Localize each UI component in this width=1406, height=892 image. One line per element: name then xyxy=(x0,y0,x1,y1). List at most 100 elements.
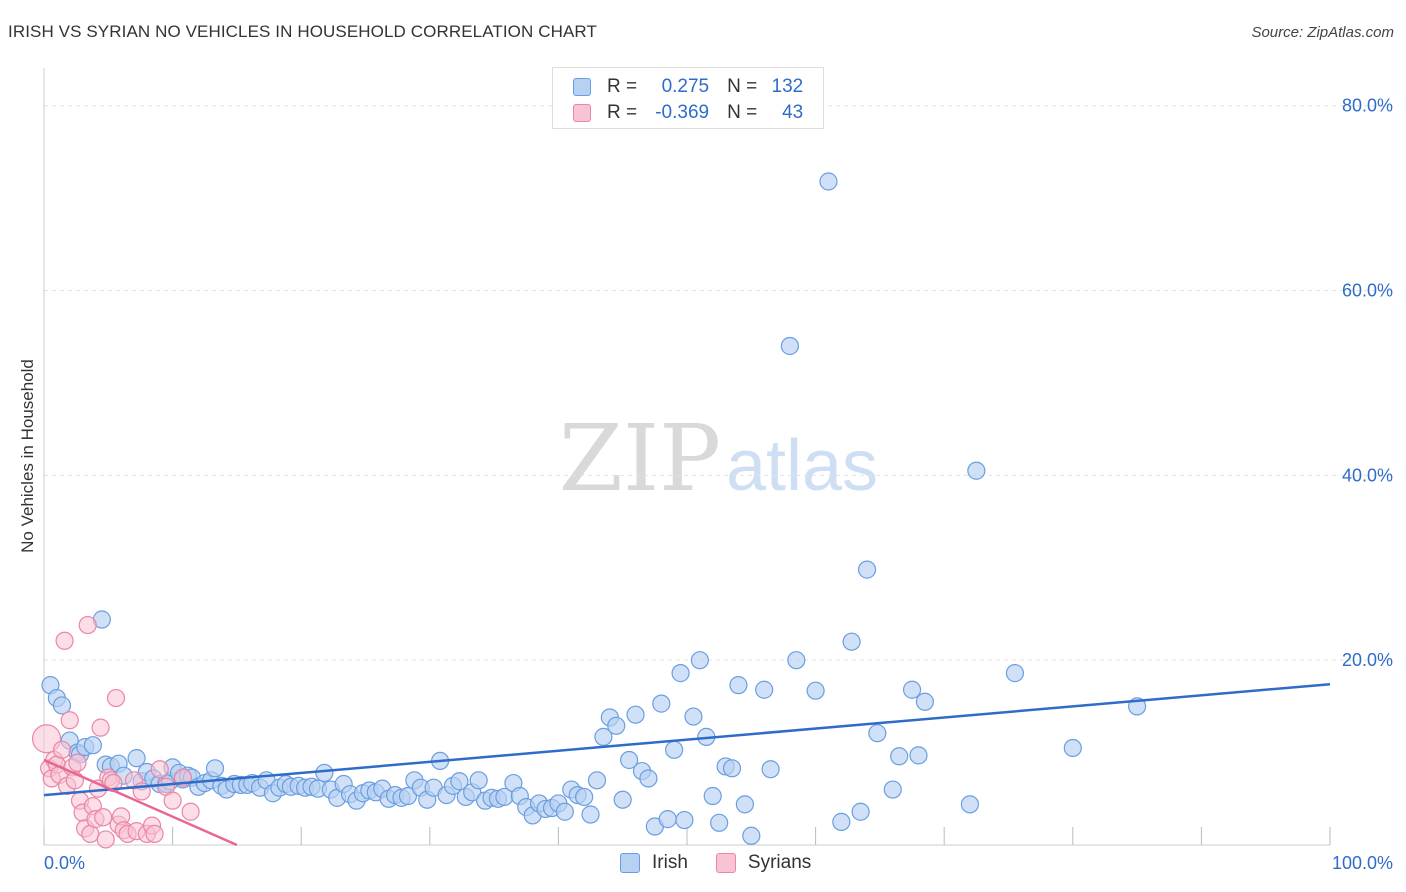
irish-point xyxy=(658,810,677,829)
irish-point xyxy=(555,802,574,821)
syrian-point xyxy=(31,724,62,754)
irish-point xyxy=(607,716,626,735)
irish-point xyxy=(729,676,748,695)
syrian-trend-line xyxy=(43,758,238,847)
irish-point xyxy=(469,771,488,790)
irish-point xyxy=(665,740,684,759)
irish-point xyxy=(832,812,851,831)
irish-legend-swatch xyxy=(620,853,640,873)
irish-point xyxy=(703,786,722,806)
series-legend: Irish Syrians xyxy=(620,852,839,874)
syrian-point xyxy=(68,753,87,772)
irish-point xyxy=(868,724,887,743)
stats-legend: R = 0.275 N = 132 R = -0.369 N = 43 xyxy=(552,67,824,129)
syrian-swatch xyxy=(573,104,591,122)
chart-title: IRISH VS SYRIAN NO VEHICLES IN HOUSEHOLD… xyxy=(8,22,597,41)
syrian-legend-swatch xyxy=(715,853,736,873)
irish-point xyxy=(52,696,72,715)
irish-r-label: R = xyxy=(607,76,638,97)
irish-point xyxy=(594,727,613,746)
irish-point xyxy=(857,560,877,579)
syrian-legend-label: Syrians xyxy=(747,852,812,873)
y-tick-label: 40.0% xyxy=(1342,465,1393,485)
y-tick-label: 80.0% xyxy=(1342,96,1393,116)
irish-point xyxy=(806,681,825,700)
irish-point xyxy=(780,336,799,356)
legend-row-syrians: R = -0.369 N = 43 xyxy=(573,102,803,124)
legend-item-syrians[interactable]: Syrians xyxy=(715,852,812,874)
y-tick-label: 60.0% xyxy=(1342,281,1393,301)
syrian-r-value: -0.369 xyxy=(655,102,710,123)
irish-n-value: 132 xyxy=(771,76,804,97)
irish-swatch xyxy=(573,78,591,96)
irish-points xyxy=(41,172,1147,845)
irish-point xyxy=(967,461,986,480)
irish-point xyxy=(83,736,102,755)
irish-point xyxy=(690,651,709,670)
irish-point xyxy=(675,810,694,830)
irish-legend-label: Irish xyxy=(652,852,688,873)
irish-point xyxy=(909,746,928,765)
irish-point xyxy=(761,760,780,779)
irish-point xyxy=(883,780,902,799)
syrian-points xyxy=(31,615,200,849)
irish-point xyxy=(1005,664,1025,683)
syrian-point xyxy=(94,808,113,827)
x-tick-label: 100.0% xyxy=(1332,853,1393,873)
irish-r-value: 0.275 xyxy=(661,76,710,97)
irish-point xyxy=(626,705,645,724)
irish-point xyxy=(587,771,607,790)
syrian-point xyxy=(78,615,97,635)
syrian-r-label: R = xyxy=(607,102,638,123)
irish-n-label: N = xyxy=(727,76,758,97)
irish-point xyxy=(575,787,594,807)
source-label: Source: ZipAtlas.com xyxy=(1251,24,1394,41)
irish-point xyxy=(620,750,639,770)
irish-point xyxy=(735,795,754,814)
irish-point xyxy=(851,802,870,821)
irish-point xyxy=(902,680,922,699)
irish-point xyxy=(639,769,658,788)
irish-point xyxy=(671,664,690,683)
syrian-point xyxy=(96,830,115,849)
irish-point xyxy=(315,763,334,783)
syrian-point xyxy=(145,824,164,844)
syrian-point xyxy=(91,718,110,737)
trend-lines xyxy=(43,682,1331,847)
irish-point xyxy=(915,692,935,711)
syrian-point xyxy=(106,688,126,708)
syrian-point xyxy=(52,740,72,759)
irish-point xyxy=(205,759,225,778)
legend-item-irish[interactable]: Irish xyxy=(620,852,688,874)
watermark-atlas: atlas xyxy=(726,426,878,506)
irish-point xyxy=(652,694,671,713)
syrian-n-value: 43 xyxy=(782,102,804,123)
x-tick-label: 0.0% xyxy=(44,853,85,873)
syrian-point xyxy=(55,631,74,650)
irish-point xyxy=(1063,738,1082,758)
irish-point xyxy=(398,786,418,806)
irish-point xyxy=(890,747,909,766)
irish-point xyxy=(684,707,703,726)
irish-point xyxy=(742,826,761,845)
watermark-zip: ZIP xyxy=(559,405,721,512)
irish-point xyxy=(755,680,774,699)
syrian-point xyxy=(60,711,79,730)
irish-point xyxy=(127,749,146,768)
irish-point xyxy=(842,632,861,651)
syrian-point xyxy=(163,791,182,810)
y-tick-label: 20.0% xyxy=(1342,650,1393,670)
syrian-n-label: N = xyxy=(727,102,758,123)
irish-point xyxy=(581,805,600,824)
irish-point xyxy=(613,790,632,809)
irish-point xyxy=(710,813,729,832)
grid-lines xyxy=(44,105,1392,661)
syrian-point xyxy=(181,802,200,821)
axes xyxy=(43,68,1331,846)
irish-point xyxy=(787,651,806,670)
legend-row-irish: R = 0.275 N = 132 xyxy=(573,76,803,98)
syrian-point xyxy=(150,760,169,779)
irish-point xyxy=(450,772,469,791)
tick-labels: 20.0% 40.0% 60.0% 80.0% 0.0% 100.0% xyxy=(44,96,1393,873)
